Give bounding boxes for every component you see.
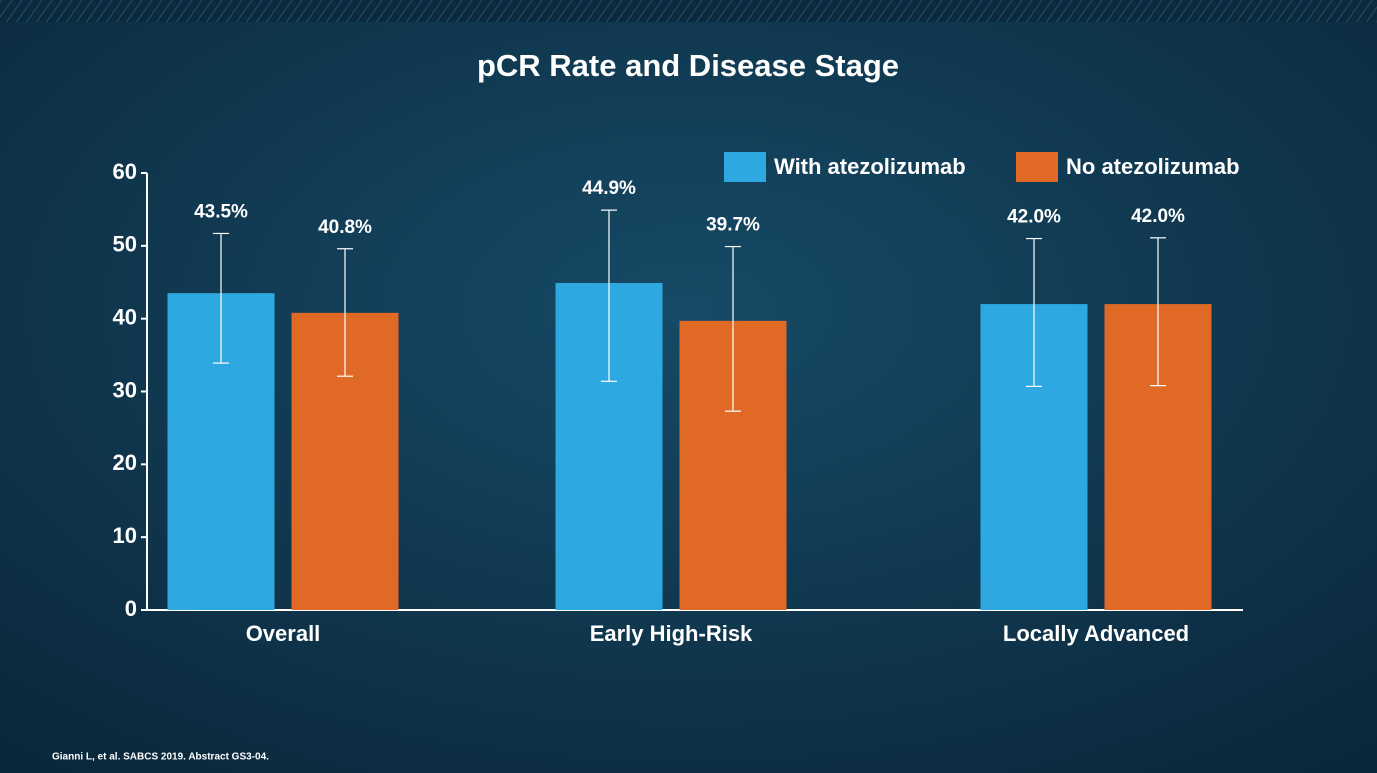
legend-swatch [724, 152, 766, 182]
header-band [0, 0, 1377, 22]
y-tick-label: 30 [113, 377, 137, 402]
y-tick-label: 40 [113, 304, 137, 329]
x-tick-label: Early High-Risk [590, 621, 753, 646]
legend-label: With atezolizumab [774, 154, 966, 179]
legend-swatch [1016, 152, 1058, 182]
x-tick-label: Locally Advanced [1003, 621, 1189, 646]
value-label: 40.8% [318, 217, 372, 238]
value-label: 44.9% [582, 178, 636, 199]
legend-label: No atezolizumab [1066, 154, 1240, 179]
value-label: 42.0% [1131, 206, 1185, 227]
value-label: 43.5% [194, 201, 248, 222]
value-label: 39.7% [706, 215, 760, 236]
footnote: Gianni L, et al. SABCS 2019. Abstract GS… [52, 752, 269, 763]
y-tick-label: 10 [113, 523, 137, 548]
x-tick-label: Overall [246, 621, 321, 646]
chart-title: pCR Rate and Disease Stage [477, 48, 899, 83]
y-tick-label: 50 [113, 232, 137, 257]
y-tick-label: 20 [113, 450, 137, 475]
y-tick-label: 0 [125, 596, 137, 621]
y-tick-label: 60 [113, 159, 137, 184]
value-label: 42.0% [1007, 207, 1061, 228]
